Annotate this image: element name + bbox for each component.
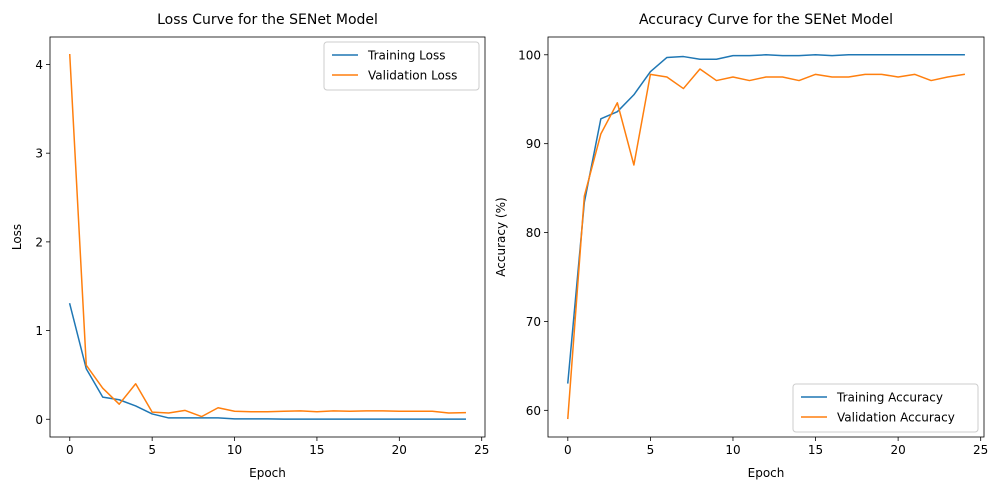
- y-tick-label: 4: [35, 58, 43, 72]
- x-tick-label: 25: [973, 443, 988, 457]
- y-tick-label: 90: [526, 137, 541, 151]
- x-tick-label: 15: [309, 443, 324, 457]
- legend: Training Loss Validation Loss: [323, 41, 480, 91]
- y-tick-label: 80: [526, 226, 541, 240]
- y-axis-label: Loss: [10, 224, 24, 250]
- y-tick-label: 1: [35, 324, 43, 338]
- y-tick-label: 100: [518, 48, 541, 62]
- series-line-validation-accuracy: [567, 68, 966, 420]
- x-tick-label: 15: [808, 443, 823, 457]
- series-line-training-accuracy: [567, 54, 965, 384]
- x-tick-label: 10: [725, 443, 740, 457]
- legend-label: Validation Accuracy: [837, 411, 955, 425]
- legend-box: [323, 41, 480, 91]
- legend-label: Validation Loss: [368, 69, 457, 83]
- y-tick-label: 2: [35, 235, 43, 249]
- chart-title: Loss Curve for the SENet Model: [157, 12, 378, 28]
- y-tick-label: 60: [526, 404, 541, 418]
- x-tick-label: 5: [647, 443, 655, 457]
- chart-panel-accuracy: Accuracy Curve for the SENet Model 0 5 10 15…: [494, 12, 988, 480]
- legend-label: Training Accuracy: [836, 391, 943, 405]
- x-tick-label: 0: [66, 443, 74, 457]
- x-axis-label: Epoch: [249, 466, 286, 480]
- y-tick-label: 70: [526, 315, 541, 329]
- chart-title: Accuracy Curve for the SENet Model: [639, 12, 893, 28]
- x-tick-label: 0: [564, 443, 572, 457]
- series-line-validation-loss: [68, 53, 466, 418]
- plot-frame: [547, 36, 985, 438]
- x-tick-label: 20: [890, 443, 905, 457]
- y-axis-label: Accuracy (%): [494, 197, 508, 276]
- series-line-training-loss: [68, 303, 466, 420]
- x-axis-label: Epoch: [748, 466, 785, 480]
- x-tick-label: 10: [227, 443, 242, 457]
- y-tick-label: 0: [35, 413, 43, 427]
- plot-frame: [49, 36, 486, 438]
- legend-label: Training Loss: [367, 49, 445, 63]
- y-tick-label: 3: [35, 147, 43, 161]
- legend: Training Accuracy Validation Accuracy: [792, 383, 979, 433]
- legend-box: [792, 383, 979, 433]
- x-tick-label: 5: [148, 443, 156, 457]
- x-tick-label: 25: [474, 443, 489, 457]
- x-tick-label: 20: [392, 443, 407, 457]
